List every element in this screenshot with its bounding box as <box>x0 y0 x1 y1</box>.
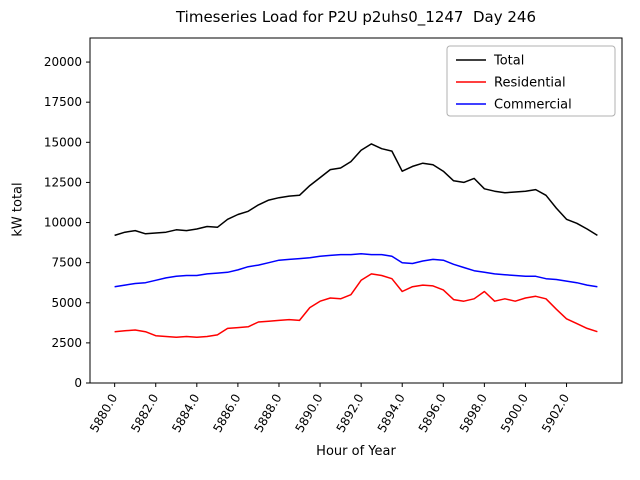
x-tick-label: 5890.0 <box>293 392 326 435</box>
x-tick-label: 5888.0 <box>251 392 284 435</box>
x-tick-label: 5894.0 <box>375 392 408 435</box>
chart-title: Timeseries Load for P2U p2uhs0_1247 Day … <box>175 8 537 26</box>
series-line-residential <box>114 273 598 339</box>
y-tick-label: 5000 <box>51 296 82 310</box>
x-tick-label: 5884.0 <box>169 392 202 435</box>
legend-label-residential: Residential <box>494 76 566 91</box>
axes-frame <box>89 37 623 384</box>
y-tick-label: 15000 <box>44 135 82 149</box>
y-tick-label: 10000 <box>44 216 82 230</box>
y-tick-label: 17500 <box>44 95 82 109</box>
x-tick-label: 5896.0 <box>416 392 449 435</box>
y-tick-label: 20000 <box>44 55 82 69</box>
x-tick-label: 5900.0 <box>498 392 531 435</box>
legend-label-commercial: Commercial <box>494 98 572 113</box>
series-line-commercial <box>114 253 598 288</box>
y-tick-label: 12500 <box>44 175 82 189</box>
series-line-total <box>114 143 598 237</box>
legend-label-total: Total <box>493 54 524 69</box>
x-axis-label: Hour of Year <box>316 444 396 459</box>
y-tick-label: 0 <box>74 376 82 390</box>
x-tick-label: 5886.0 <box>210 392 243 435</box>
x-tick-label: 5880.0 <box>87 392 120 435</box>
legend-box <box>446 45 616 117</box>
x-tick-label: 5892.0 <box>334 392 367 435</box>
x-tick-label: 5882.0 <box>128 392 161 435</box>
y-tick-label: 2500 <box>51 336 82 350</box>
y-tick-label: 7500 <box>51 256 82 270</box>
x-tick-label: 5902.0 <box>539 392 572 435</box>
x-tick-label: 5898.0 <box>457 392 490 435</box>
